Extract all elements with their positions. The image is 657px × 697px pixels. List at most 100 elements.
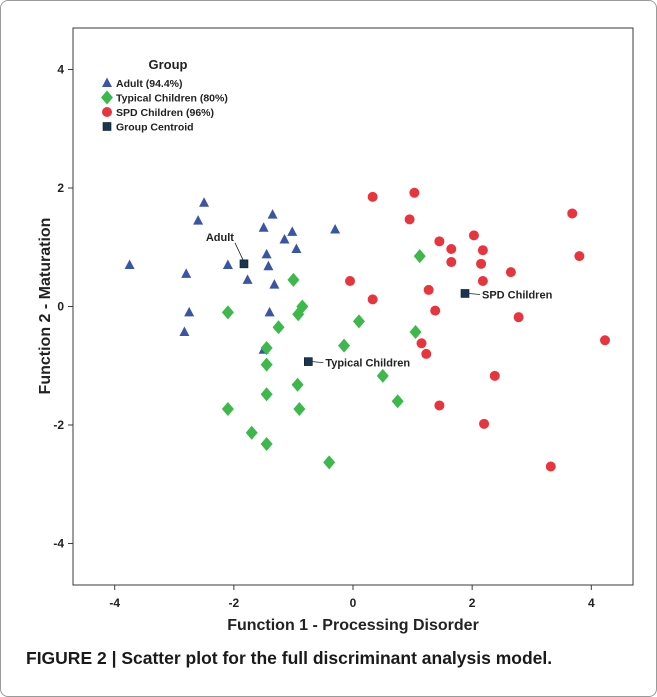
circle-point (477, 276, 488, 287)
triangle-point (263, 260, 274, 271)
legend-triangle-icon (102, 77, 112, 87)
legend-entry-label: SPD Children (96%) (116, 107, 214, 119)
triangle-point (279, 234, 290, 244)
figure-caption-label: FIGURE 2 | (26, 648, 122, 668)
legend-entry-label: Group Centroid (116, 122, 194, 134)
centroid-label: Typical Children (325, 358, 410, 370)
triangle-point (124, 259, 135, 270)
x-axis-label: Function 1 - Processing Disorder (227, 617, 479, 634)
diamond-point (221, 402, 234, 417)
diamond-point (260, 436, 273, 451)
legend-square-icon (102, 122, 112, 131)
y-tick-label: -2 (53, 418, 64, 432)
circle-point (367, 191, 378, 202)
triangle-point (267, 209, 278, 219)
centroid-leader-line (312, 361, 324, 364)
circle-point (505, 267, 516, 278)
diamond-point (413, 249, 426, 264)
centroid-marker (304, 357, 313, 366)
triangle-point (199, 197, 210, 207)
triangle-point (181, 268, 192, 278)
y-tick-label: 0 (57, 300, 64, 314)
circle-point (404, 214, 415, 225)
figure-caption-text: Scatter plot for the full discriminant a… (121, 648, 553, 668)
circle-point (513, 312, 524, 323)
circle-point (446, 244, 457, 255)
diamond-point (338, 338, 351, 353)
plot-area (72, 27, 634, 586)
circle-point (409, 187, 420, 198)
legend-entry-label: Typical Children (80%) (116, 93, 228, 105)
centroid-marker (460, 289, 470, 298)
circle-point (476, 258, 487, 269)
y-tick-label: -4 (53, 537, 64, 551)
x-axis: -4 -2 0 2 4 (109, 585, 595, 610)
diamond-point (260, 357, 273, 372)
triangle-point (261, 248, 272, 259)
circle-point (416, 338, 427, 349)
diamond-point (352, 314, 365, 329)
legend-circle-icon (102, 107, 112, 117)
diamond-point (221, 305, 234, 320)
diamond-point (391, 394, 404, 409)
diamond-point (260, 340, 273, 355)
triangle-point (269, 279, 280, 289)
triangle-point (193, 215, 204, 225)
triangle-point (242, 274, 253, 284)
legend-diamond-icon (101, 90, 113, 105)
legend: Group Adult (94.4%) Typical Children (80%)… (101, 57, 228, 134)
y-tick-label: 4 (57, 62, 64, 76)
legend-title: Group (149, 57, 188, 72)
circle-point (423, 284, 434, 295)
y-tick-label: 2 (57, 181, 64, 195)
triangle-point (330, 223, 341, 234)
diamond-point (260, 387, 273, 402)
triangle-point (179, 326, 190, 336)
triangle-point (222, 259, 233, 270)
circle-point (421, 348, 432, 359)
diamond-point (323, 455, 336, 470)
y-axis-label: Function 2 - Maturation (37, 218, 54, 395)
circle-point (567, 208, 578, 219)
triangle-point (291, 243, 302, 254)
diamond-point (245, 425, 258, 440)
circle-point (489, 370, 500, 381)
centroid-label: SPD Children (482, 289, 553, 301)
circle-point (345, 276, 356, 287)
circle-point (434, 400, 445, 411)
diamond-point (272, 320, 285, 335)
diamond-point (291, 377, 304, 392)
circle-point (545, 461, 556, 472)
circle-point (434, 236, 445, 247)
scatter-chart: -4 -2 0 2 4 -4 -2 0 2 4 Function 1 - Processing … (37, 27, 634, 634)
triangle-point (258, 222, 269, 232)
x-tick-label: 0 (350, 596, 357, 610)
legend-entry-label: Adult (94.4%) (116, 78, 183, 90)
x-tick-label: 2 (469, 596, 476, 610)
centroid-marker (239, 259, 249, 269)
centroid-label: Adult (206, 232, 234, 244)
data-marks: Adult Typical Children SPD Children (124, 187, 610, 472)
centroid-leader-line (234, 242, 244, 261)
diamond-point (287, 272, 300, 287)
triangle-point (184, 306, 195, 317)
circle-point (468, 230, 479, 241)
circle-point (600, 335, 610, 346)
circle-point (574, 251, 585, 262)
circle-point (430, 305, 441, 316)
x-tick-label: -4 (109, 596, 120, 610)
circle-point (367, 294, 378, 305)
figure-caption: FIGURE 2 | Scatter plot for the full dis… (26, 648, 552, 669)
circle-point (477, 245, 488, 256)
centroid-leader-line (468, 293, 481, 295)
triangle-point (264, 306, 275, 317)
circle-point (479, 418, 490, 429)
x-tick-label: -2 (229, 596, 240, 610)
diamond-point (296, 299, 309, 314)
y-axis: -4 -2 0 2 4 (53, 62, 73, 551)
diamond-point (409, 324, 422, 339)
circle-point (446, 257, 457, 268)
diamond-point (293, 402, 306, 417)
diamond-point (376, 368, 389, 383)
triangle-point (287, 226, 298, 236)
